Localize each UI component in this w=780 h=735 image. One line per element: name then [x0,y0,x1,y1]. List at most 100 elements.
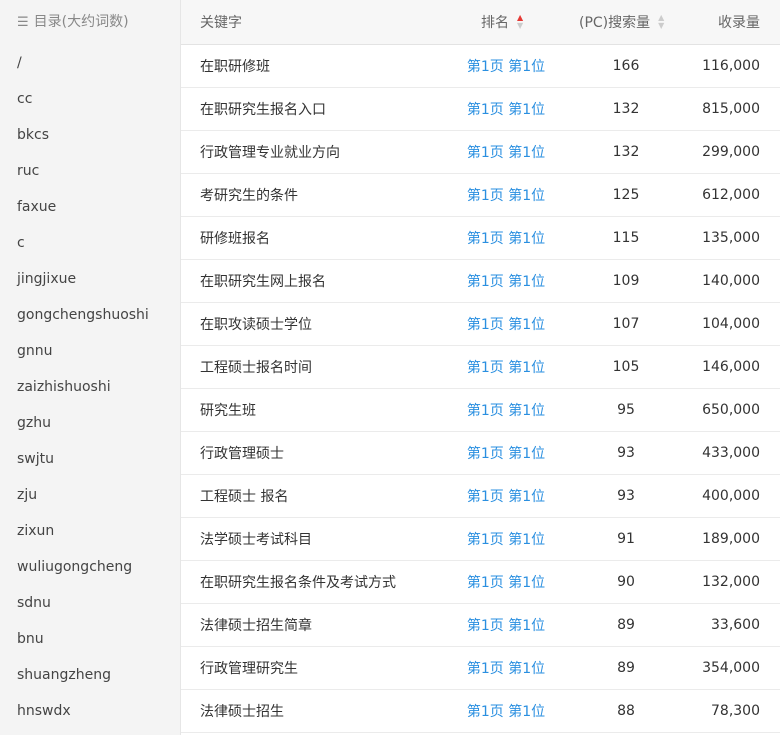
rank-link[interactable]: 第1页 第1位 [466,489,546,505]
rank-link[interactable]: 第1页 第1位 [466,59,546,75]
table-header: 关键字 排名 ▲ ▼ (PC)搜索量 ▲ ▼ 收录量 [181,0,780,45]
index-count-cell: 299,000 [702,144,760,160]
keyword-cell[interactable]: 法学硕士考试科目 [200,532,312,548]
rank-link[interactable]: 第1页 第1位 [466,145,546,161]
header-keyword: 关键字 [200,15,242,31]
sidebar-item[interactable]: zaizhishuoshi [17,379,111,395]
table-row: 工程硕士报名时间 第1页 第1位 105 146,000 [181,346,780,389]
sidebar-item[interactable]: gzhu [17,415,51,431]
pc-search-cell: 89 [617,617,635,633]
sidebar-item[interactable]: wuliugongcheng [17,559,133,575]
keyword-cell[interactable]: 考研究生的条件 [200,188,298,204]
table-row: 在职研究生报名条件及考试方式 第1页 第1位 90 132,000 [181,561,780,604]
keyword-cell[interactable]: 法律硕士招生简章 [200,618,312,634]
sidebar-item[interactable]: zixun [17,523,55,539]
rank-link[interactable]: 第1页 第1位 [466,532,546,548]
index-count-cell: 135,000 [702,230,760,246]
index-count-cell: 78,300 [711,703,760,719]
header-rank[interactable]: 排名 ▲ ▼ [481,0,523,44]
keyword-cell[interactable]: 在职研究生报名条件及考试方式 [200,575,396,591]
keyword-cell[interactable]: 工程硕士 报名 [200,489,289,505]
sidebar-item[interactable]: gongchengshuoshi [17,307,149,323]
table-row: 工程硕士 报名 第1页 第1位 93 400,000 [181,475,780,518]
pc-search-cell: 107 [612,316,640,332]
keyword-cell[interactable]: 在职研修班 [200,59,270,75]
index-count-cell: 146,000 [702,359,760,375]
table-row: 法学硕士考试科目 第1页 第1位 91 189,000 [181,518,780,561]
keyword-cell[interactable]: 法律硕士招生 [200,704,284,720]
sidebar-item[interactable]: jingjixue [17,271,77,287]
keyword-cell[interactable]: 研究生班 [200,403,256,419]
rank-link[interactable]: 第1页 第1位 [466,102,546,118]
table-row: 行政管理专业就业方向 第1页 第1位 132 299,000 [181,131,780,174]
sidebar-item[interactable]: sdnu [17,595,51,611]
sidebar-item[interactable]: c [17,235,25,251]
sidebar-item[interactable]: ruc [17,163,40,179]
sidebar-item[interactable]: cc [17,91,33,107]
list-icon: ☰ [17,15,29,30]
pc-search-cell: 95 [617,402,635,418]
index-count-cell: 104,000 [702,316,760,332]
rank-link[interactable]: 第1页 第1位 [466,274,546,290]
index-count-cell: 400,000 [702,488,760,504]
rank-link[interactable]: 第1页 第1位 [466,317,546,333]
sidebar-item[interactable]: zju [17,487,38,503]
pc-search-cell: 132 [612,101,640,117]
table-row: 在职研究生报名入口 第1页 第1位 132 815,000 [181,88,780,131]
index-count-cell: 815,000 [702,101,760,117]
pc-search-cell: 109 [612,273,640,289]
keyword-cell[interactable]: 研修班报名 [200,231,270,247]
table-row: 行政管理硕士 第1页 第1位 93 433,000 [181,432,780,475]
pc-search-cell: 93 [617,445,635,461]
keyword-cell[interactable]: 在职攻读硕士学位 [200,317,312,333]
keyword-cell[interactable]: 行政管理专业就业方向 [200,145,340,161]
table-row: 法律硕士招生 第1页 第1位 88 78,300 [181,690,780,733]
rank-link[interactable]: 第1页 第1位 [466,618,546,634]
keyword-cell[interactable]: 在职研究生报名入口 [200,102,326,118]
rank-link[interactable]: 第1页 第1位 [466,661,546,677]
rank-link[interactable]: 第1页 第1位 [466,704,546,720]
sidebar-item[interactable]: hnswdx [17,703,71,719]
keyword-cell[interactable]: 工程硕士报名时间 [200,360,312,376]
pc-search-cell: 91 [617,531,635,547]
index-count-cell: 433,000 [702,445,760,461]
table-row: 法律硕士招生简章 第1页 第1位 89 33,600 [181,604,780,647]
keyword-cell[interactable]: 行政管理研究生 [200,661,298,677]
pc-search-cell: 132 [612,144,640,160]
rank-link[interactable]: 第1页 第1位 [466,446,546,462]
rank-link[interactable]: 第1页 第1位 [466,231,546,247]
keyword-cell[interactable]: 行政管理硕士 [200,446,284,462]
sidebar-item[interactable]: faxue [17,199,57,215]
index-count-cell: 33,600 [711,617,760,633]
sort-icon[interactable]: ▲ ▼ [517,13,524,30]
pc-search-cell: 125 [612,187,640,203]
pc-search-cell: 166 [612,58,640,74]
table-row: 在职攻读硕士学位 第1页 第1位 107 104,000 [181,303,780,346]
sidebar-header: ☰ 目录(大约词数) [0,0,180,45]
pc-search-cell: 88 [617,703,635,719]
table-row: 考研究生的条件 第1页 第1位 125 612,000 [181,174,780,217]
rank-link[interactable]: 第1页 第1位 [466,188,546,204]
sort-icon[interactable]: ▲ ▼ [658,13,665,30]
table-row: 研究生班 第1页 第1位 95 650,000 [181,389,780,432]
rank-link[interactable]: 第1页 第1位 [466,403,546,419]
table-row: 行政管理研究生 第1页 第1位 89 354,000 [181,647,780,690]
table-row: 研修班报名 第1页 第1位 115 135,000 [181,217,780,260]
index-count-cell: 189,000 [702,531,760,547]
sidebar-item[interactable]: swjtu [17,451,54,467]
pc-search-cell: 89 [617,660,635,676]
sidebar-item[interactable]: shuangzheng [17,667,111,683]
pc-search-cell: 105 [612,359,640,375]
sidebar-item[interactable]: gnnu [17,343,53,359]
sidebar-item[interactable]: / [17,55,22,71]
rank-link[interactable]: 第1页 第1位 [466,575,546,591]
header-pc-search[interactable]: (PC)搜索量 ▲ ▼ [579,0,664,44]
table-row: 在职研修班 第1页 第1位 166 116,000 [181,45,780,88]
keyword-cell[interactable]: 在职研究生网上报名 [200,274,326,290]
sidebar-item[interactable]: bkcs [17,127,49,143]
header-rank-label: 排名 [481,15,509,31]
rank-link[interactable]: 第1页 第1位 [466,360,546,376]
keyword-table: 关键字 排名 ▲ ▼ (PC)搜索量 ▲ ▼ 收录量 在职研修班 第1页 第1位 166… [181,0,780,733]
sidebar-title: 目录(大约词数) [33,14,129,30]
sidebar-item[interactable]: bnu [17,631,44,647]
